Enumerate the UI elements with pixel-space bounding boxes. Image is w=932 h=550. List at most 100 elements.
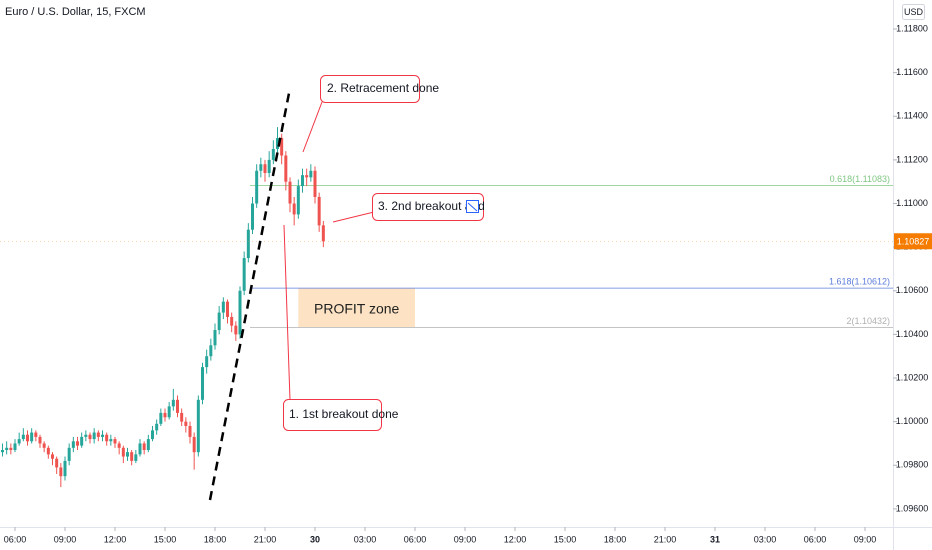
candle-body — [76, 441, 79, 446]
candle-body — [176, 399, 179, 413]
candle-body — [71, 441, 75, 448]
trend-line — [208, 87, 292, 501]
candle-body — [38, 436, 42, 444]
candle-body — [263, 164, 267, 173]
candle-body — [146, 439, 150, 451]
callout-pointer — [332, 211, 375, 223]
x-tick-label: 09:00 — [854, 534, 877, 544]
chart-title: Euro / U.S. Dollar, 15, FXCM — [5, 6, 146, 18]
last-price-box — [894, 233, 932, 250]
x-tick-label: 06:00 — [4, 534, 27, 544]
x-tick-label: 15:00 — [154, 534, 177, 544]
candle-body — [42, 443, 46, 448]
candle-body — [159, 412, 163, 424]
callout-pointer — [283, 224, 291, 401]
candle-body — [67, 447, 71, 461]
candle-body — [267, 159, 271, 173]
candle-body — [55, 458, 59, 468]
candle-body — [163, 412, 167, 418]
candle-body — [171, 399, 175, 407]
candle-body — [126, 452, 129, 457]
candle-body — [80, 436, 84, 446]
x-tick-label: 12:00 — [504, 534, 527, 544]
candle-body — [284, 155, 288, 182]
candle-body — [96, 432, 100, 437]
y-tick-label: 1.10200 — [896, 372, 929, 382]
x-tick-label: 18:00 — [604, 534, 627, 544]
x-tick-label: 03:00 — [354, 534, 377, 544]
candle-body — [188, 426, 192, 437]
candle-body — [217, 312, 221, 331]
y-tick-label: 1.11000 — [896, 198, 928, 208]
candle-body — [138, 443, 142, 455]
y-tick-label: 1.09800 — [896, 460, 929, 470]
y-tick-label: 1.11400 — [896, 111, 928, 121]
candle-body — [134, 454, 138, 461]
candle-body — [9, 447, 13, 451]
candle-body — [101, 434, 104, 437]
candle-body — [30, 432, 34, 442]
candle-body — [117, 443, 121, 448]
annotation: 1. 1st breakout done — [289, 407, 399, 421]
x-tick-label: 09:00 — [54, 534, 77, 544]
candle-body — [213, 330, 217, 346]
candle-body — [309, 170, 313, 178]
candle-body — [205, 356, 209, 368]
currency-box[interactable] — [902, 4, 925, 20]
x-tick-label: 12:00 — [104, 534, 127, 544]
candle-body — [276, 138, 279, 149]
candle-body — [251, 203, 254, 230]
candle-body — [271, 148, 275, 160]
annotation: 3. 2nd breakout and — [378, 199, 485, 213]
candle-body — [209, 345, 213, 357]
x-tick-label: 06:00 — [804, 534, 827, 544]
icon-glyph — [467, 202, 478, 212]
candle-body — [59, 467, 63, 477]
candle-body — [317, 196, 321, 226]
candle-body — [313, 170, 317, 197]
plot: PROFIT zone 0.618(1.11083) 1.618(1.10612) 2… — [0, 127, 893, 488]
candle-body — [301, 175, 304, 187]
candle-body — [221, 301, 225, 313]
fib-label: 1.618(1.10612) — [829, 277, 890, 287]
candle-body — [109, 439, 113, 442]
x-tick-label: 21:00 — [254, 534, 277, 544]
candle-body — [84, 434, 88, 437]
profit-zone — [298, 288, 415, 328]
y-tick-label: 1.10600 — [896, 285, 929, 295]
candle-body — [196, 399, 200, 453]
candle-body — [238, 290, 242, 335]
annotation: 2. Retracement done — [327, 81, 439, 95]
callout — [283, 399, 382, 431]
candle-body — [288, 181, 292, 204]
candle-body — [26, 434, 29, 442]
candle-body — [21, 434, 25, 440]
candle-body — [92, 432, 96, 440]
x-tick-label: 18:00 — [204, 534, 227, 544]
candle-body — [130, 452, 134, 461]
candle-body — [280, 138, 284, 156]
candle-body — [17, 439, 21, 444]
y-tick-label: 1.11800 — [896, 23, 928, 33]
candle-body — [292, 203, 296, 215]
candle-body — [230, 316, 234, 326]
candle-body — [121, 447, 125, 457]
y-tick-label: 1.10400 — [896, 329, 929, 339]
callout — [372, 193, 484, 221]
y-tick-label: 1.10000 — [896, 416, 929, 426]
y-tick-label: 1.11200 — [896, 154, 928, 164]
x-tick-label: 30 — [310, 534, 320, 544]
x-tick-label: 03:00 — [754, 534, 777, 544]
last-price-label: 1.10827 — [897, 237, 930, 247]
candle-body — [1, 450, 4, 453]
candle-body — [321, 225, 325, 242]
y-tick-label: 1.11600 — [896, 67, 928, 77]
candle-body — [88, 434, 92, 440]
candle-body — [151, 430, 154, 440]
currency: USD — [904, 7, 924, 17]
candle-body — [46, 447, 50, 455]
candle-body — [305, 175, 309, 178]
candle-body — [113, 439, 117, 444]
candle-body — [63, 460, 67, 477]
